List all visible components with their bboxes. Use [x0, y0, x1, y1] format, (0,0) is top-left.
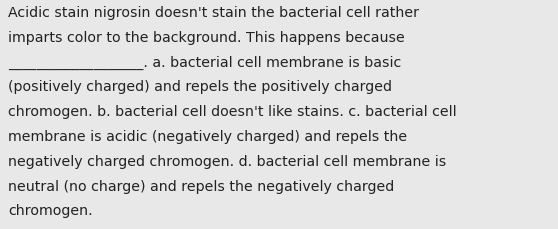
- Text: chromogen. b. bacterial cell doesn't like stains. c. bacterial cell: chromogen. b. bacterial cell doesn't lik…: [8, 105, 457, 119]
- Text: imparts color to the background. This happens because: imparts color to the background. This ha…: [8, 30, 405, 44]
- Text: ___________________. a. bacterial cell membrane is basic: ___________________. a. bacterial cell m…: [8, 55, 402, 69]
- Text: Acidic stain nigrosin doesn't stain the bacterial cell rather: Acidic stain nigrosin doesn't stain the …: [8, 6, 420, 20]
- Text: chromogen.: chromogen.: [8, 204, 93, 218]
- Text: (positively charged) and repels the positively charged: (positively charged) and repels the posi…: [8, 80, 392, 94]
- Text: neutral (no charge) and repels the negatively charged: neutral (no charge) and repels the negat…: [8, 179, 395, 193]
- Text: negatively charged chromogen. d. bacterial cell membrane is: negatively charged chromogen. d. bacteri…: [8, 154, 446, 168]
- Text: membrane is acidic (negatively charged) and repels the: membrane is acidic (negatively charged) …: [8, 129, 407, 143]
